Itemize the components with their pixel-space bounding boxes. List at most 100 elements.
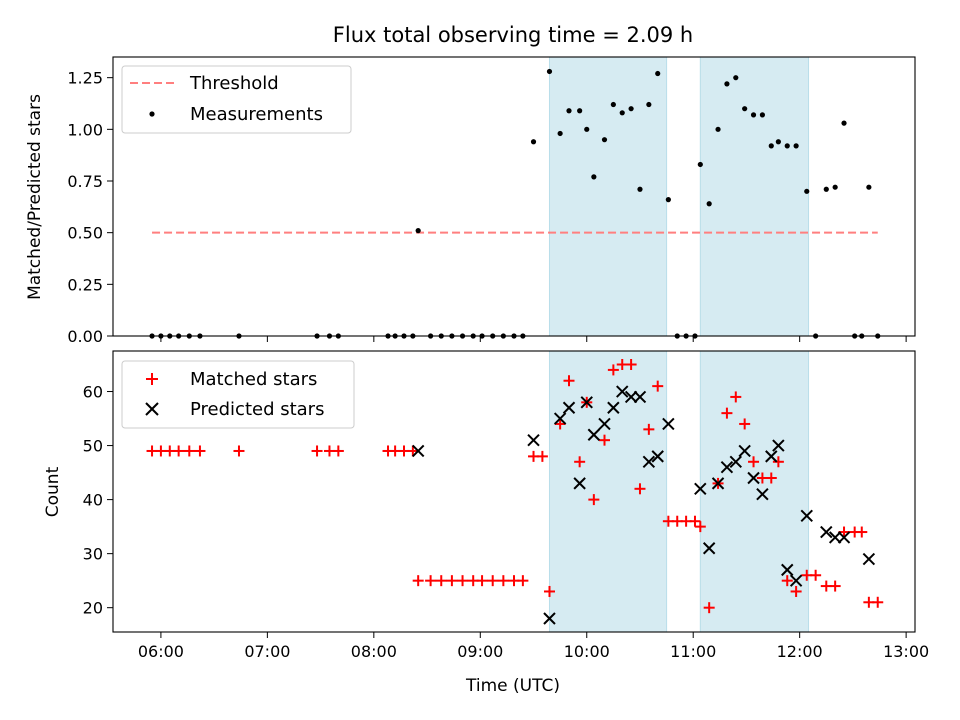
matched-stars-point — [856, 526, 868, 538]
ratio-y-tick-label: 1.25 — [67, 69, 103, 88]
measurements-point — [591, 174, 597, 180]
matched-stars-point — [598, 434, 610, 446]
ratio-y-tick-label: 0.25 — [67, 275, 103, 294]
legend-threshold-label: Threshold — [189, 73, 279, 94]
legend-predicted-label: Predicted stars — [190, 399, 324, 420]
measurements-point — [784, 143, 790, 149]
measurements-point — [655, 70, 661, 77]
predicted-stars-point — [828, 531, 842, 544]
measurements-point — [750, 112, 757, 118]
matched-stars-point — [457, 575, 469, 587]
measurements-point — [804, 188, 810, 194]
measurements-point — [715, 126, 721, 132]
x-tick-label: 10:00 — [564, 642, 610, 661]
matched-stars-point — [543, 585, 555, 597]
measurements-point — [742, 106, 748, 112]
predicted-stars-point — [616, 385, 629, 398]
ratio-legend: Threshold Measurements — [121, 65, 352, 134]
x-tick-label: 13:00 — [883, 642, 929, 661]
matched-stars-point — [554, 418, 566, 430]
matched-stars-point — [739, 418, 751, 430]
predicted-stars-point — [702, 542, 716, 555]
ratio-y-tick-label: 0.50 — [67, 224, 103, 243]
matched-stars-point — [173, 445, 185, 457]
count-plot-frame — [112, 350, 916, 633]
matched-stars-point — [435, 575, 447, 587]
legend-predicted-swatch — [145, 402, 159, 416]
measurements-point — [637, 186, 643, 192]
predicted-stars-point — [800, 509, 813, 523]
matched-stars-point — [194, 445, 206, 457]
matched-stars-point — [730, 391, 742, 403]
measurements-point — [610, 101, 616, 108]
matched-stars-point — [536, 450, 548, 462]
matched-stars-point — [772, 456, 784, 468]
matched-stars-point — [446, 575, 458, 587]
measurements-point — [697, 161, 703, 168]
count-y-axis-label: Count — [43, 466, 63, 517]
measurements-point — [841, 120, 847, 126]
count-shaded-interval — [548, 350, 668, 633]
matched-stars-point — [872, 596, 884, 608]
predicted-stars-point — [789, 574, 803, 587]
predicted-stars-point — [651, 450, 664, 463]
predicted-stars-point — [729, 455, 742, 468]
predicted-stars-point — [573, 477, 586, 490]
measurements-point — [733, 75, 739, 81]
ratio-shaded-interval — [699, 56, 810, 337]
measurements-point — [665, 197, 671, 203]
count-y-tick-label: 20 — [83, 599, 103, 618]
matched-stars-point — [721, 407, 733, 419]
predicted-stars-point — [587, 428, 601, 441]
figure-title: Flux total observing time = 2.09 h — [333, 23, 693, 47]
matched-stars-point — [689, 515, 701, 527]
x-tick-label: 11:00 — [670, 642, 716, 661]
matched-stars-point — [574, 456, 586, 468]
predicted-stars-point — [747, 471, 760, 485]
measurements-point — [706, 201, 712, 207]
matched-stars-point — [425, 575, 437, 587]
matched-stars-point — [810, 569, 822, 581]
matched-stars-point — [407, 445, 419, 457]
predicted-stars-point — [598, 417, 611, 431]
matched-stars-point — [517, 575, 529, 587]
count-y-tick-label: 30 — [83, 545, 103, 564]
predicted-stars-point — [820, 525, 833, 539]
measurements-point — [546, 68, 553, 75]
predicted-stars-point — [633, 390, 647, 404]
predicted-stars-point — [562, 401, 576, 414]
ratio-shaded-interval — [548, 56, 668, 337]
measurements-point — [823, 186, 829, 192]
measurements-point — [566, 108, 572, 114]
measurements-point — [619, 110, 625, 116]
ratio-plot-frame — [112, 56, 916, 337]
predicted-stars-point — [781, 563, 794, 577]
predicted-stars-point — [553, 412, 567, 425]
measurements-point — [759, 112, 766, 118]
x-tick-label: 08:00 — [351, 642, 397, 661]
matched-stars-point — [748, 456, 760, 468]
measurements-point — [775, 139, 781, 145]
count-panel: 06:00 07:00 08:00 09:00 10:00 11:00 12:00 13:00… — [43, 350, 929, 696]
matched-stars-point — [652, 380, 664, 392]
matched-stars-point — [634, 483, 646, 495]
measurements-point — [793, 143, 799, 149]
predicted-stars-point — [862, 552, 876, 566]
predicted-stars-point — [720, 460, 734, 474]
legend-matched-label: Matched stars — [190, 369, 317, 390]
predicted-stars-point — [543, 612, 556, 625]
predicted-stars-point — [642, 455, 656, 468]
legend-matched-swatch — [146, 373, 158, 385]
legend-measurements-label: Measurements — [190, 104, 323, 125]
x-tick-label: 07:00 — [244, 642, 290, 661]
measurements-point — [628, 106, 634, 112]
predicted-stars-point — [765, 450, 778, 463]
count-y-tick-label: 40 — [83, 491, 103, 510]
count-legend: Matched stars Predicted stars — [121, 360, 355, 429]
predicted-stars-point — [738, 444, 751, 458]
x-tick-label: 06:00 — [138, 642, 184, 661]
measurements-point — [415, 228, 421, 234]
matched-stars-point — [476, 575, 488, 587]
x-tick-label: 09:00 — [457, 642, 503, 661]
